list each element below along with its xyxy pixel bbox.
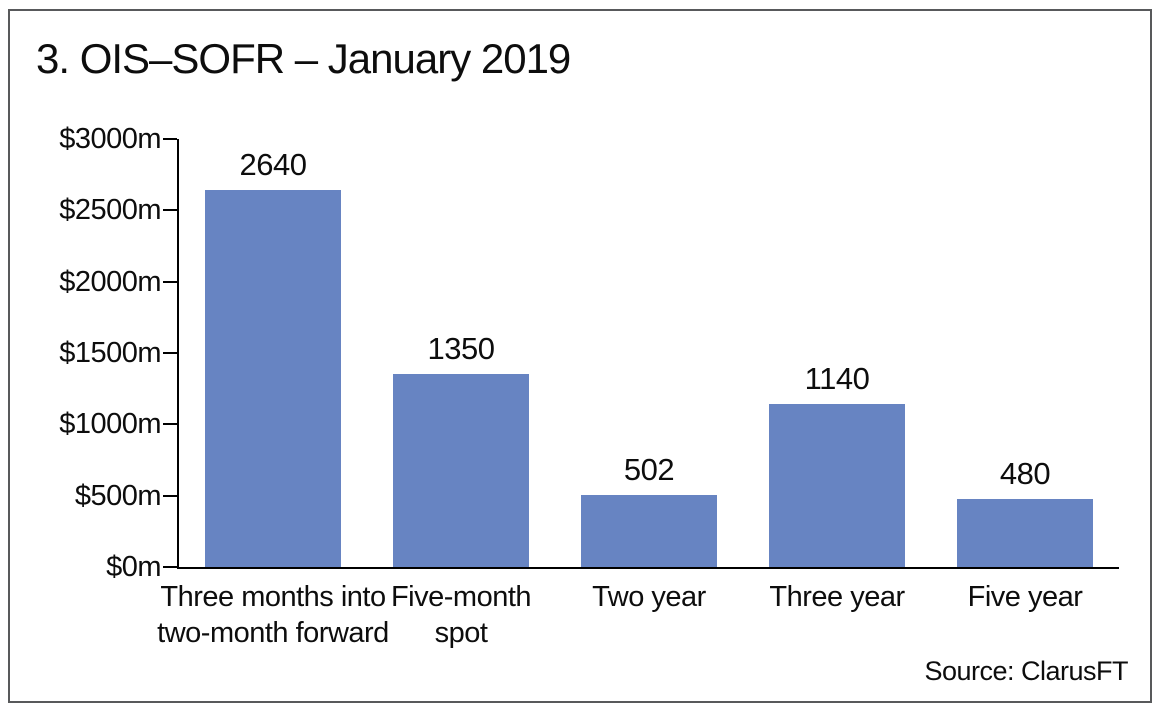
bar-value-label: 480 xyxy=(999,455,1051,491)
bar-value-label: 1350 xyxy=(427,331,495,367)
y-axis-tick xyxy=(163,566,177,568)
bar xyxy=(581,495,717,567)
x-axis-category-label: Two year xyxy=(592,581,706,613)
plot-area: $0m $500m $1000m $1500m $2000m $2500m $3000m 26… xyxy=(59,123,1119,649)
x-axis-category-label: Three year xyxy=(769,581,905,613)
x-axis-category-label: Five year xyxy=(967,581,1083,613)
y-axis-label: $500m xyxy=(74,479,162,512)
chart-title: 3. OIS–SOFR – January 2019 xyxy=(36,35,571,82)
bar-value-label: 1140 xyxy=(804,361,870,397)
y-axis-tick xyxy=(163,280,177,283)
y-axis-tick xyxy=(163,352,177,354)
source-credit: Source: ClarusFT xyxy=(924,656,1128,686)
x-axis-category-label: Three months into two-month forward xyxy=(157,581,389,649)
y-axis-tick xyxy=(163,423,177,426)
y-axis-label: $2000m xyxy=(59,265,161,298)
y-axis-tick xyxy=(163,494,177,497)
y-axis-tick xyxy=(163,209,177,212)
bar xyxy=(205,190,341,567)
y-axis-label: $2500m xyxy=(59,194,161,227)
y-axis-label: $1500m xyxy=(59,337,161,369)
bar-value-label: 2640 xyxy=(239,147,307,183)
bar-value-label: 502 xyxy=(623,452,675,488)
y-axis-label: $0m xyxy=(106,551,161,583)
bar xyxy=(393,374,529,567)
bar xyxy=(957,498,1093,567)
x-axis-category-label: Five-month spot xyxy=(390,581,532,649)
bar xyxy=(769,404,905,567)
y-axis-label: $3000m xyxy=(59,123,161,155)
y-axis-label: $1000m xyxy=(59,408,161,441)
figure-frame: 3. OIS–SOFR – January 2019 $0m $500m $1000… xyxy=(8,9,1152,703)
y-axis-tick xyxy=(163,138,177,140)
